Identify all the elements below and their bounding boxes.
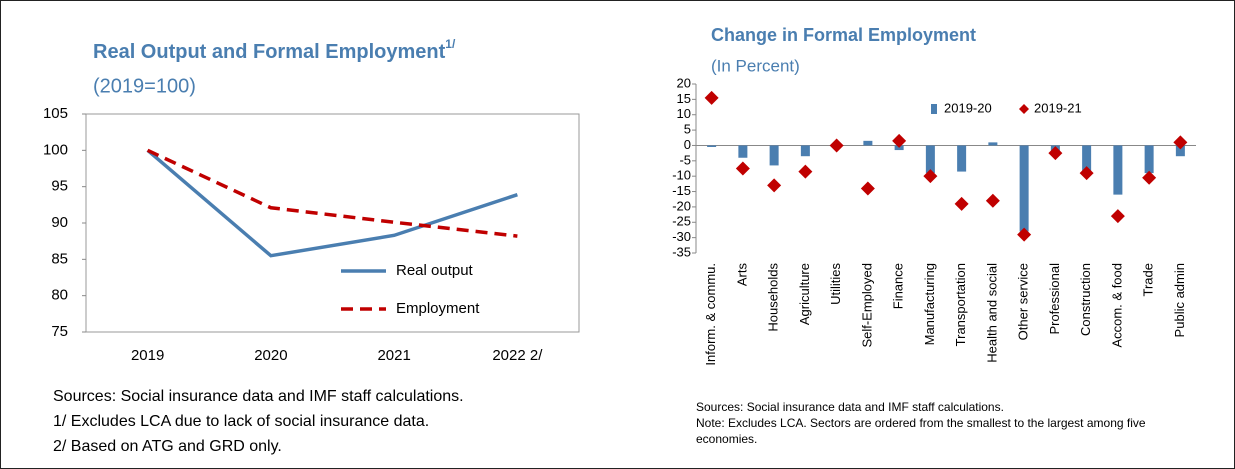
- y-tick-label: -35: [672, 244, 691, 259]
- chart-subtitle: (In Percent): [711, 56, 800, 75]
- x-tick-label: Manufacturing: [922, 263, 937, 345]
- diamond-marker: [1048, 146, 1063, 161]
- x-tick-label: Professional: [1047, 263, 1062, 335]
- bar: [769, 145, 779, 166]
- y-tick-label: 95: [51, 178, 68, 195]
- diamond-marker: [829, 138, 844, 153]
- bar: [1144, 145, 1154, 174]
- note-line: 2/ Based on ATG and GRD only.: [53, 438, 282, 455]
- x-tick-label: Inform. & commu.: [703, 263, 718, 366]
- y-tick-label: 20: [677, 75, 691, 90]
- diamond-marker: [923, 169, 938, 184]
- x-tick-label: 2020: [254, 347, 287, 364]
- note-line: Sources: Social insurance data and IMF s…: [53, 388, 464, 405]
- legend-label: Real output: [396, 262, 474, 279]
- y-tick-label: -30: [672, 229, 691, 244]
- bar: [1019, 145, 1029, 232]
- diamond-marker: [1173, 135, 1188, 150]
- y-tick-label: 5: [684, 122, 691, 137]
- y-tick-label: -25: [672, 214, 691, 229]
- title-text: Change in Formal Employment: [711, 25, 976, 45]
- diamond-marker: [798, 164, 813, 179]
- legend-label: 2019-20: [944, 100, 992, 115]
- x-tick-label: Public admin: [1172, 263, 1187, 337]
- x-tick-label: Utilities: [828, 263, 843, 305]
- legend-swatch: [1019, 104, 1029, 114]
- x-tick-label: Arts: [734, 263, 749, 287]
- diamond-marker: [735, 161, 750, 176]
- diamond-marker: [985, 193, 1000, 208]
- plot-area: [85, 113, 580, 333]
- bar: [957, 145, 967, 172]
- bar: [925, 145, 935, 174]
- legend-label: Employment: [396, 300, 480, 317]
- legend-label: 2019-21: [1034, 100, 1082, 115]
- line-series: [146, 149, 518, 258]
- y-tick-label: 10: [677, 106, 691, 121]
- bar: [988, 142, 998, 146]
- note-line: Sources: Social insurance data and IMF s…: [696, 400, 1004, 414]
- y-tick-label: 100: [43, 141, 68, 158]
- diamond-marker: [1110, 209, 1125, 224]
- title-text: Real Output and Formal Employment: [93, 41, 446, 63]
- y-tick-label: 85: [51, 250, 68, 267]
- y-tick-label: -15: [672, 183, 691, 198]
- x-tick-label: Health and social: [984, 263, 999, 363]
- diamond-marker: [767, 178, 782, 193]
- y-tick-label: 75: [51, 323, 68, 340]
- diamond-marker: [1079, 166, 1094, 181]
- x-tick-label: Construction: [1078, 263, 1093, 336]
- bar: [1113, 145, 1123, 195]
- y-tick-label: 0: [684, 137, 691, 152]
- x-tick-label: 2019: [131, 347, 164, 364]
- diamond-marker: [1142, 170, 1157, 185]
- y-tick-label: -20: [672, 198, 691, 213]
- x-tick-label: Trade: [1141, 263, 1156, 296]
- x-tick-label: Accom. & food: [1109, 263, 1124, 348]
- title-superscript: 1/: [445, 37, 456, 51]
- notes: Sources: Social insurance data and IMF s…: [53, 384, 573, 459]
- bar: [1082, 145, 1092, 172]
- y-tick-label: 15: [677, 91, 691, 106]
- bar: [1175, 145, 1185, 157]
- note-line: 1/ Excludes LCA due to lack of social in…: [53, 413, 430, 430]
- chart-subtitle: (2019=100): [93, 75, 196, 97]
- x-tick-label: 2021: [377, 347, 410, 364]
- x-tick-label: 2022 2/: [492, 347, 543, 364]
- y-tick-label: 90: [51, 214, 68, 231]
- y-tick-label: 105: [43, 105, 68, 122]
- chart-title: Change in Formal Employment: [711, 25, 976, 45]
- notes: Sources: Social insurance data and IMF s…: [696, 399, 1196, 447]
- x-tick-label: Finance: [891, 263, 906, 309]
- x-tick-label: Transportation: [953, 263, 968, 346]
- y-tick-label: 80: [51, 287, 68, 304]
- diamond-marker: [954, 196, 969, 211]
- bar: [800, 145, 810, 157]
- chart-title: Real Output and Formal Employment1/: [93, 37, 456, 63]
- y-tick-label: -10: [672, 168, 691, 183]
- legend-swatch: [931, 104, 937, 114]
- bar: [707, 145, 717, 147]
- diamond-marker: [704, 90, 719, 105]
- x-tick-label: Other service: [1016, 263, 1031, 340]
- x-tick-label: Households: [766, 263, 781, 332]
- diamond-marker: [860, 181, 875, 196]
- bar: [738, 145, 748, 158]
- x-tick-label: Self-Employed: [859, 263, 874, 348]
- x-tick-label: Agriculture: [797, 263, 812, 325]
- bar: [863, 140, 873, 146]
- note-line: Note: Excludes LCA. Sectors are ordered …: [696, 416, 1146, 446]
- y-tick-label: -5: [679, 152, 691, 167]
- line-series: [146, 148, 518, 238]
- diamond-marker: [1017, 227, 1032, 242]
- diamond-marker: [892, 133, 907, 148]
